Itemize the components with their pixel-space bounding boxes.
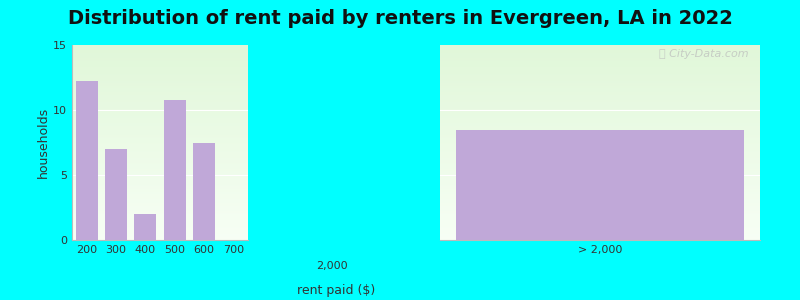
Text: rent paid ($): rent paid ($) [297,284,375,297]
Text: 2,000: 2,000 [316,261,348,271]
Y-axis label: households: households [38,107,50,178]
Text: Ⓕ City-Data.com: Ⓕ City-Data.com [659,49,749,59]
Bar [164,100,186,240]
Bar [193,142,215,240]
Bar [456,130,744,240]
Text: Distribution of rent paid by renters in Evergreen, LA in 2022: Distribution of rent paid by renters in … [67,9,733,28]
Bar [105,149,127,240]
Bar [134,214,156,240]
Bar [76,81,98,240]
